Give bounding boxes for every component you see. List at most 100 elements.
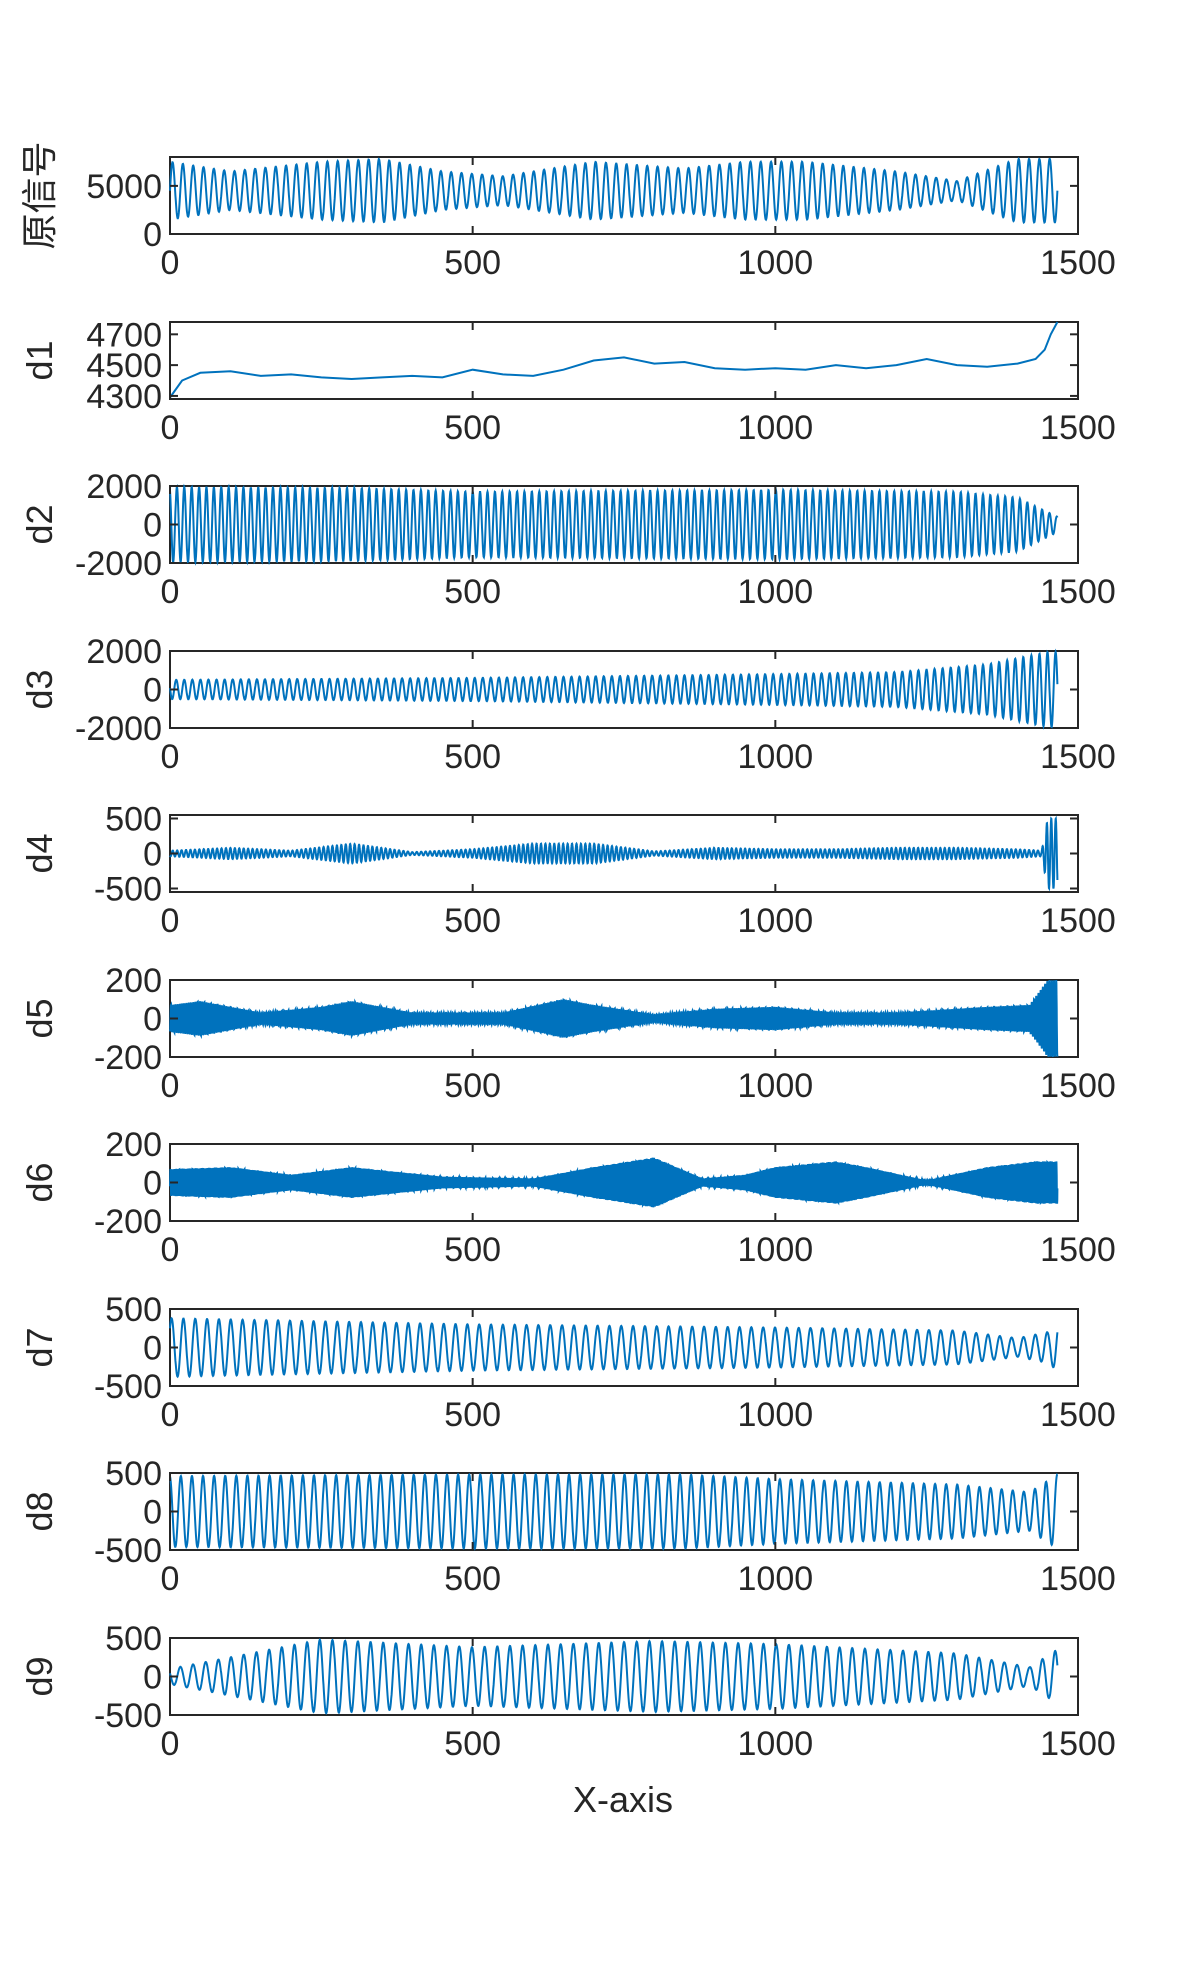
y-axis-label: d2	[19, 504, 60, 544]
y-tick-label: -500	[94, 1532, 162, 1570]
x-tick-label: 1500	[1040, 1231, 1116, 1269]
y-tick-label: 4500	[86, 347, 162, 385]
x-tick-label: 1500	[1040, 738, 1116, 776]
y-tick-label: 4700	[86, 316, 162, 354]
y-tick-label: 0	[143, 1659, 162, 1697]
y-tick-label: -200	[94, 1039, 162, 1077]
x-tick-label: 0	[161, 244, 180, 282]
x-tick-label: 1000	[738, 409, 814, 447]
x-tick-label: 500	[444, 409, 501, 447]
x-tick-label: 1500	[1040, 573, 1116, 611]
x-tick-label: 0	[161, 1725, 180, 1763]
x-tick-label: 1000	[738, 1396, 814, 1434]
y-tick-label: -2000	[75, 710, 162, 748]
x-tick-label: 0	[161, 573, 180, 611]
y-tick-label: 500	[105, 801, 162, 839]
plot-area	[169, 650, 1079, 729]
x-tick-label: 1500	[1040, 902, 1116, 940]
series-line	[169, 321, 1059, 399]
x-tick-label: 1000	[738, 1560, 814, 1598]
y-tick-label: 200	[105, 1126, 162, 1164]
y-tick-label: 0	[143, 672, 162, 710]
series-line	[169, 815, 1059, 892]
y-axis-label: 原信号	[19, 141, 60, 249]
y-tick-label: -2000	[75, 545, 162, 583]
series-line	[169, 1638, 1059, 1715]
x-tick-label: 500	[444, 1231, 501, 1269]
y-axis-label: d9	[19, 1656, 60, 1696]
x-tick-label: 1500	[1040, 1396, 1116, 1434]
y-tick-label: -200	[94, 1203, 162, 1241]
y-tick-label: 200	[105, 962, 162, 1000]
x-tick-label: 500	[444, 1067, 501, 1105]
y-tick-label: 2000	[86, 633, 162, 671]
x-tick-label: 0	[161, 409, 180, 447]
x-tick-label: 0	[161, 1067, 180, 1105]
x-tick-label: 0	[161, 1231, 180, 1269]
x-tick-label: 1000	[738, 902, 814, 940]
series-line	[169, 648, 1059, 730]
x-tick-label: 500	[444, 1560, 501, 1598]
x-tick-label: 500	[444, 573, 501, 611]
series-line	[169, 979, 1059, 1058]
y-tick-label: 4300	[86, 378, 162, 416]
x-tick-label: 500	[444, 244, 501, 282]
x-tick-label: 500	[444, 902, 501, 940]
y-axis-label: d8	[19, 1491, 60, 1531]
series-line	[169, 1472, 1059, 1551]
x-tick-label: 0	[161, 902, 180, 940]
x-tick-label: 500	[444, 1396, 501, 1434]
x-tick-label: 1500	[1040, 1560, 1116, 1598]
x-tick-label: 1000	[738, 738, 814, 776]
y-tick-label: 0	[143, 1165, 162, 1203]
y-axis-label: d7	[19, 1327, 60, 1367]
y-tick-label: 5000	[86, 168, 162, 206]
y-tick-label: 0	[143, 836, 162, 874]
x-tick-label: 1500	[1040, 1067, 1116, 1105]
x-tick-label: 500	[444, 1725, 501, 1763]
y-tick-label: -500	[94, 871, 162, 909]
y-tick-label: 0	[143, 1330, 162, 1368]
y-axis-label: d6	[19, 1162, 60, 1202]
y-tick-label: 2000	[86, 468, 162, 506]
x-tick-label: 0	[161, 738, 180, 776]
y-tick-label: -500	[94, 1368, 162, 1406]
x-axis-label: X-axis	[573, 1779, 673, 1820]
x-tick-label: 1000	[738, 244, 814, 282]
y-tick-label: 0	[143, 1494, 162, 1532]
x-tick-label: 0	[161, 1396, 180, 1434]
x-tick-label: 1000	[738, 1725, 814, 1763]
series-line	[169, 1157, 1059, 1208]
y-tick-label: 500	[105, 1620, 162, 1658]
x-tick-label: 0	[161, 1560, 180, 1598]
plot-area	[169, 321, 1079, 400]
y-axis-label: d3	[19, 669, 60, 709]
y-tick-label: 0	[143, 216, 162, 254]
x-tick-label: 1000	[738, 1067, 814, 1105]
series-line	[169, 1316, 1059, 1379]
y-axis-label: d1	[19, 340, 60, 380]
series-line	[169, 156, 1059, 225]
y-tick-label: -500	[94, 1697, 162, 1735]
x-tick-label: 1000	[738, 573, 814, 611]
y-axis-label: d5	[19, 998, 60, 1038]
y-tick-label: 0	[143, 507, 162, 545]
subplot-0: 0 500 1000 1500 0 5000 原信号	[19, 141, 1116, 282]
y-tick-label: 500	[105, 1291, 162, 1329]
x-tick-label: 1000	[738, 1231, 814, 1269]
x-tick-label: 1500	[1040, 244, 1116, 282]
x-tick-label: 1500	[1040, 1725, 1116, 1763]
x-tick-label: 500	[444, 738, 501, 776]
y-tick-label: 0	[143, 1001, 162, 1039]
y-axis-label: d4	[19, 833, 60, 873]
